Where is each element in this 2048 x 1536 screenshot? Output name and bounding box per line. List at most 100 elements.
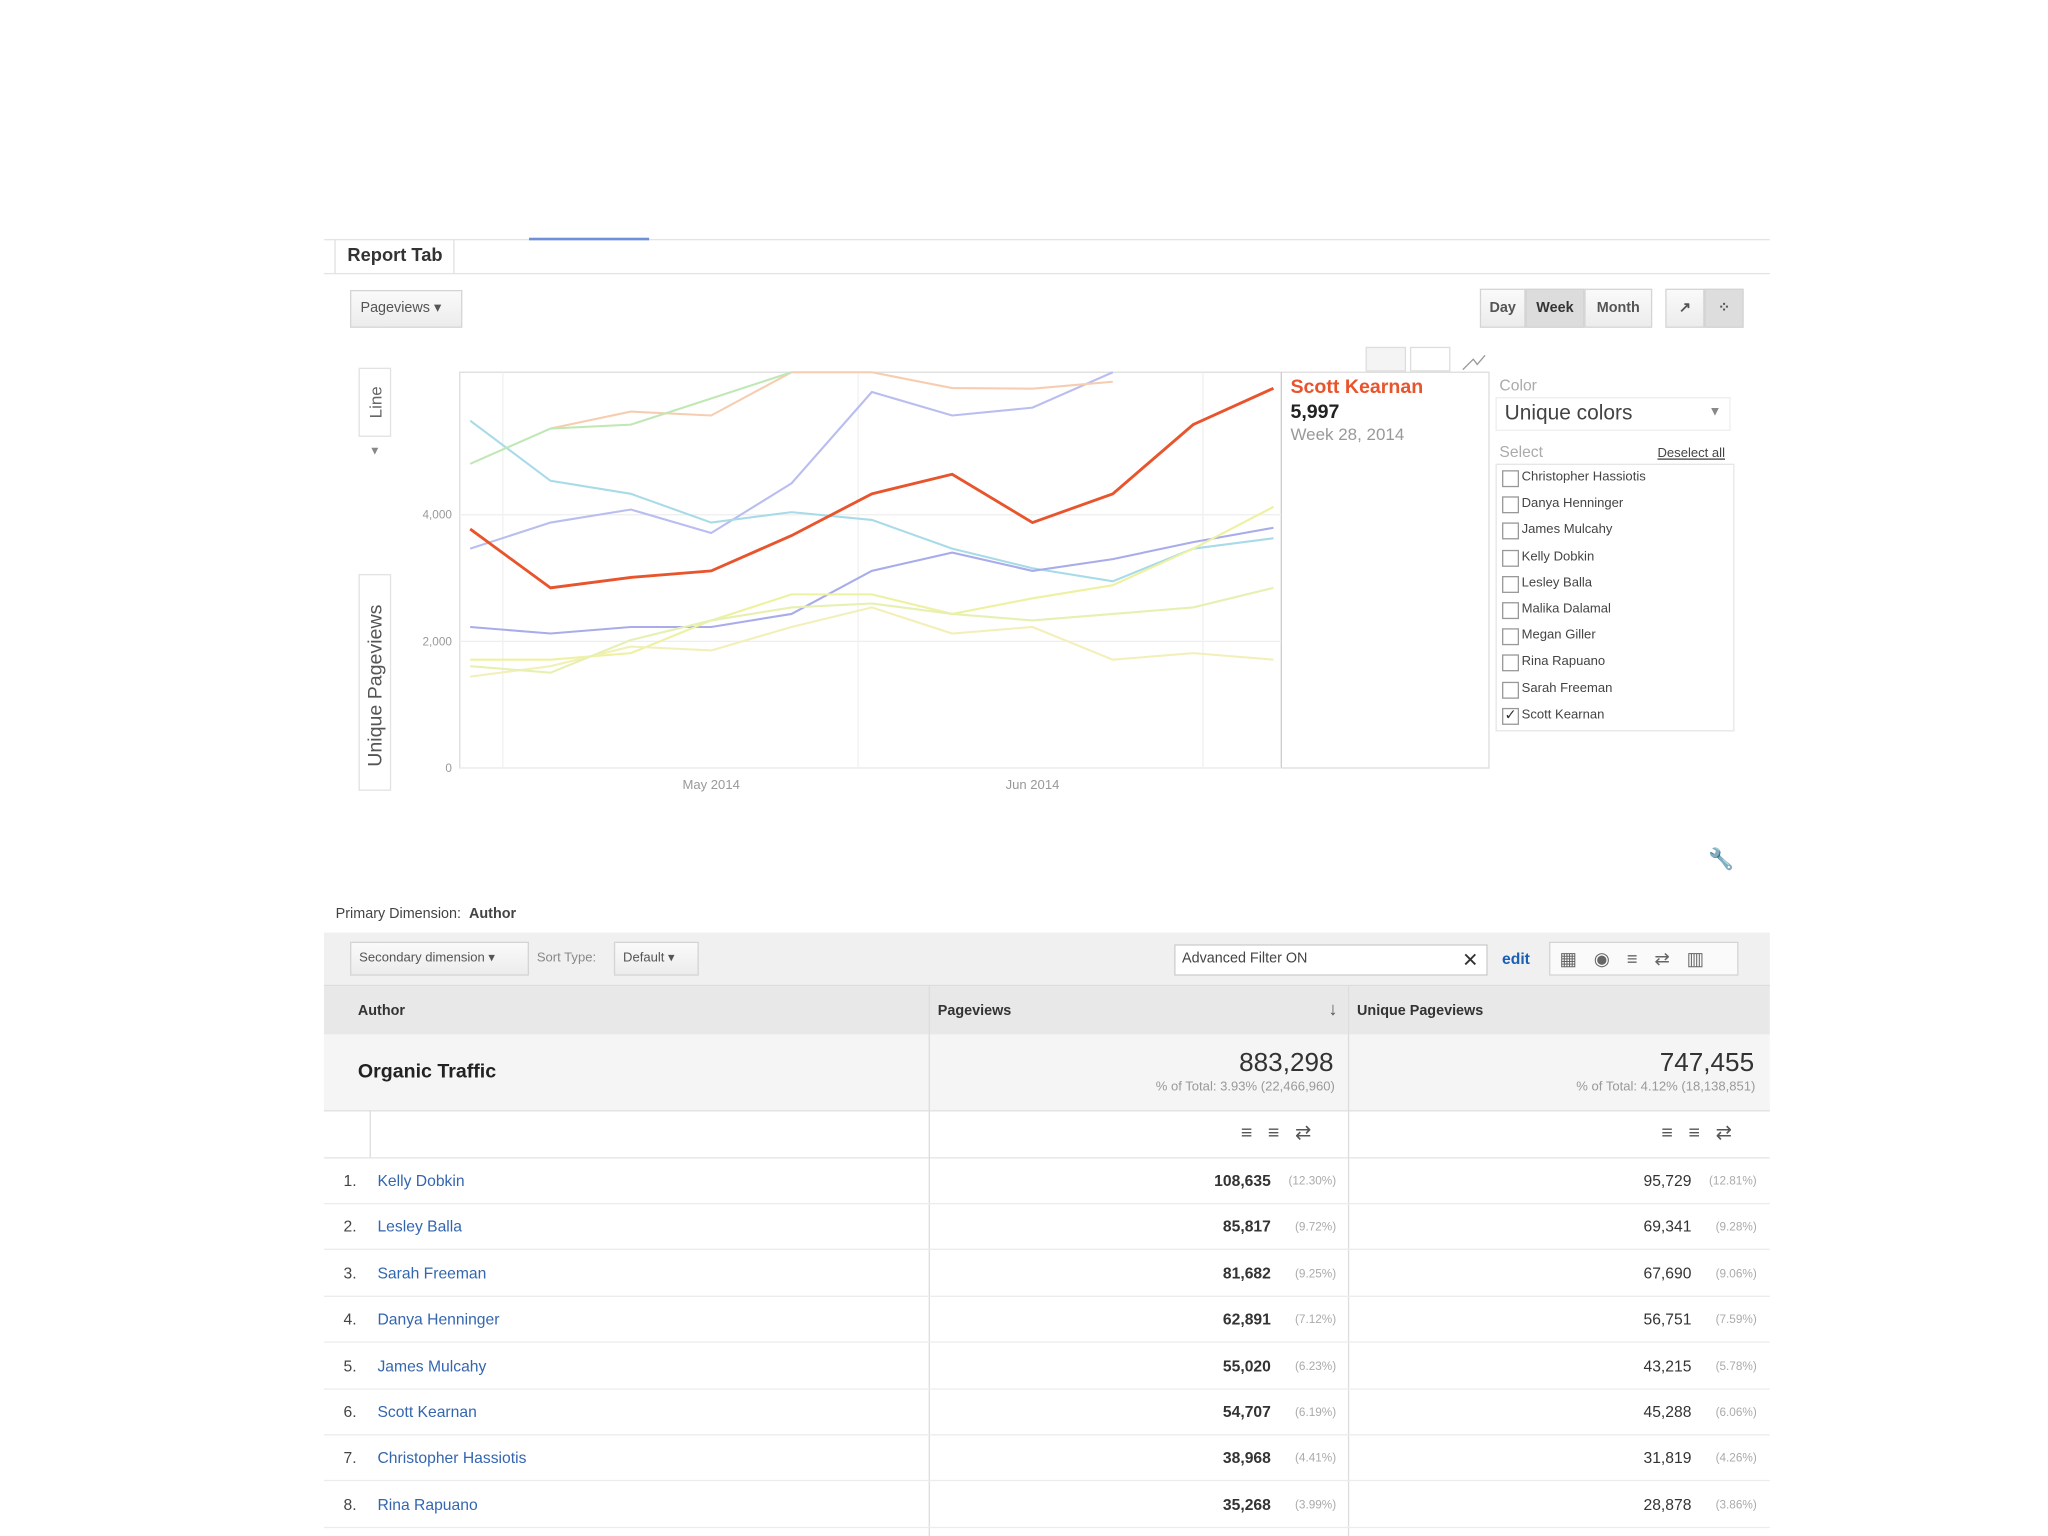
row-rank: 2. xyxy=(343,1217,357,1237)
period-button[interactable]: Week xyxy=(1525,288,1585,328)
row-divider xyxy=(323,1387,1770,1390)
header-unique[interactable]: Unique Pageviews xyxy=(1357,1003,1484,1019)
metric-selector[interactable]: Pageviews ▾ xyxy=(350,289,463,328)
row-rank: 7. xyxy=(343,1448,357,1468)
scatter-button[interactable] xyxy=(1365,346,1407,372)
dimension-value[interactable]: Author xyxy=(469,906,517,923)
author-name[interactable]: Malika Dalamal xyxy=(1521,602,1611,617)
period-button[interactable]: Month xyxy=(1584,288,1653,328)
y-tick-label: 0 xyxy=(445,762,452,775)
author-link[interactable]: Scott Kearnan xyxy=(377,1402,477,1422)
divider xyxy=(323,272,1770,275)
author-link[interactable]: Sarah Freeman xyxy=(377,1264,487,1283)
author-link[interactable]: Danya Henninger xyxy=(377,1310,500,1329)
author-name[interactable]: Megan Giller xyxy=(1521,628,1596,643)
row-rank: 4. xyxy=(343,1310,357,1329)
clear-filter[interactable]: ✕ xyxy=(1462,949,1479,972)
total-row xyxy=(323,1034,1770,1112)
author-name[interactable]: Sarah Freeman xyxy=(1521,681,1613,696)
checkbox[interactable] xyxy=(1502,496,1520,514)
tooltip-title: Scott Kearnan xyxy=(1290,376,1423,398)
pageviews-share: (6.19%) xyxy=(1294,1405,1337,1419)
author-name[interactable]: Lesley Balla xyxy=(1521,575,1593,591)
total-pageviews-note: % of Total: 3.93% (22,466,960) xyxy=(1155,1080,1335,1095)
pageviews-share: (6.23%) xyxy=(1294,1359,1337,1373)
series-line xyxy=(470,526,1274,635)
row-rank: 3. xyxy=(343,1264,357,1283)
checkbox[interactable] xyxy=(1502,470,1520,488)
pageviews: 35,268 xyxy=(1222,1495,1271,1514)
author-name[interactable]: James Mulcahy xyxy=(1521,522,1613,538)
row-divider xyxy=(323,1249,1770,1251)
author-link[interactable]: Rina Rapuano xyxy=(377,1495,478,1514)
sort-type-label: Sort Type: xyxy=(536,950,597,966)
row-divider xyxy=(323,1526,1770,1528)
unique-share: (5.78%) xyxy=(1715,1359,1757,1373)
pageviews: 38,968 xyxy=(1222,1448,1271,1468)
dropdown-arrow: ▼ xyxy=(369,445,381,458)
filter-box[interactable]: Advanced Filter ON ✕ xyxy=(1174,944,1488,976)
checkbox[interactable] xyxy=(1502,549,1520,567)
author-name[interactable]: Christopher Hassiotis xyxy=(1521,470,1646,485)
color-select[interactable]: Unique colors ▼ xyxy=(1495,397,1731,432)
tab-label[interactable]: Report Tab xyxy=(347,244,443,266)
sort-type[interactable]: Default ▾ xyxy=(613,941,699,976)
deselect-all[interactable]: Deselect all xyxy=(1657,446,1725,462)
row-rank: 5. xyxy=(343,1356,357,1375)
row-rank: 6. xyxy=(343,1402,357,1422)
divider xyxy=(323,239,1770,241)
chart-type-select[interactable] xyxy=(358,367,392,437)
column-tools[interactable]: ≡≡⇄ xyxy=(1240,1121,1328,1145)
total-pageviews: 883,298 xyxy=(1239,1048,1334,1078)
y-axis-label: Unique Pageviews xyxy=(364,604,386,766)
dropdown-arrow: ▼ xyxy=(1708,404,1722,420)
checkbox[interactable] xyxy=(1502,654,1520,672)
author-name[interactable]: Danya Henninger xyxy=(1521,496,1624,511)
row-divider xyxy=(323,1434,1770,1436)
author-link[interactable]: Lesley Balla xyxy=(377,1217,462,1237)
pageviews-share: (3.99%) xyxy=(1294,1497,1337,1511)
period-button[interactable]: Day xyxy=(1479,288,1526,328)
pageviews-share: (12.30%) xyxy=(1288,1174,1337,1188)
filter-text: Advanced Filter ON xyxy=(1182,950,1308,967)
author-link[interactable]: Kelly Dobkin xyxy=(377,1171,465,1190)
total-unique-note: % of Total: 4.12% (18,138,851) xyxy=(1576,1080,1756,1095)
view-buttons[interactable]: ▦◉≡⇄▥ xyxy=(1549,941,1739,976)
checkbox[interactable] xyxy=(1502,602,1520,620)
checkbox[interactable]: ✓ xyxy=(1502,707,1520,725)
header-pageviews[interactable]: Pageviews xyxy=(937,1003,1012,1019)
total-label: Organic Traffic xyxy=(357,1060,497,1083)
chart-mode-button[interactable]: ↗ xyxy=(1665,288,1705,328)
series-line xyxy=(550,371,1113,430)
unique-share: (6.06%) xyxy=(1715,1405,1757,1419)
edit-link[interactable]: edit xyxy=(1502,949,1530,968)
motion-chart-button[interactable]: ⁘ xyxy=(1704,288,1744,328)
checkbox[interactable] xyxy=(1502,681,1520,699)
pageviews-share: (9.25%) xyxy=(1294,1266,1337,1280)
checkbox[interactable] xyxy=(1502,575,1520,593)
y-axis-select[interactable] xyxy=(358,574,392,791)
author-link[interactable]: James Mulcahy xyxy=(377,1356,487,1375)
author-name[interactable]: Kelly Dobkin xyxy=(1521,549,1595,564)
checkbox[interactable] xyxy=(1502,628,1520,646)
checkbox[interactable] xyxy=(1502,522,1520,540)
bar-button[interactable] xyxy=(1409,346,1451,372)
tab[interactable] xyxy=(334,239,455,275)
total-unique: 747,455 xyxy=(1659,1048,1755,1078)
column-divider xyxy=(1347,986,1350,1536)
tab-underline xyxy=(528,237,650,241)
row-rank: 1. xyxy=(343,1171,357,1190)
pageviews: 54,707 xyxy=(1222,1402,1271,1422)
author-name[interactable]: Scott Kearnan xyxy=(1521,707,1605,723)
secondary-dimension[interactable]: Secondary dimension ▾ xyxy=(350,941,529,976)
unique-pageviews: 43,215 xyxy=(1643,1356,1692,1375)
settings-wrench[interactable]: 🔧 xyxy=(1708,848,1735,872)
author-link[interactable]: Christopher Hassiotis xyxy=(377,1448,527,1468)
line-button[interactable] xyxy=(1462,354,1486,371)
pageviews: 62,891 xyxy=(1222,1310,1271,1329)
series-line xyxy=(470,505,1274,661)
header-author[interactable]: Author xyxy=(357,1003,405,1019)
author-name[interactable]: Rina Rapuano xyxy=(1521,654,1606,670)
column-tools[interactable]: ≡≡⇄ xyxy=(1661,1121,1748,1145)
